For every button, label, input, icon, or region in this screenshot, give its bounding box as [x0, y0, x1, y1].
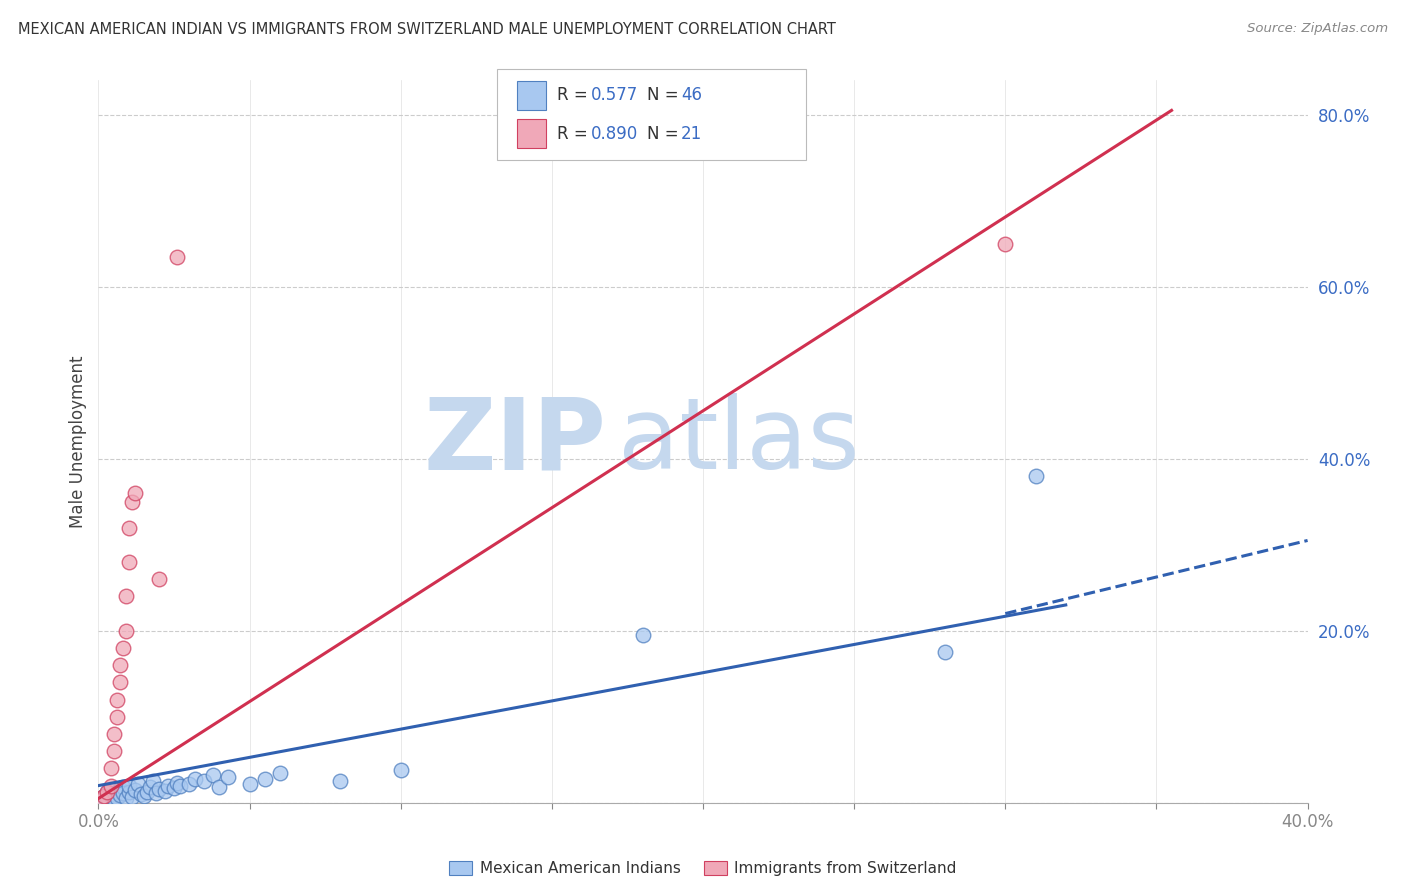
Point — [105, 710, 128, 724]
Point — [156, 779, 179, 793]
Y-axis label: Male Unemployment: Male Unemployment — [69, 355, 87, 528]
Text: 0.890: 0.890 — [591, 125, 638, 143]
Point — [103, 792, 125, 806]
Point — [239, 777, 262, 791]
Point — [118, 785, 141, 799]
Point — [121, 789, 143, 804]
Point — [217, 770, 239, 784]
Point — [124, 486, 146, 500]
Point — [631, 628, 654, 642]
Point — [1024, 469, 1046, 483]
Point — [166, 250, 188, 264]
Point — [111, 780, 134, 795]
Point — [253, 772, 276, 786]
Point — [163, 781, 186, 796]
Point — [96, 785, 118, 799]
Point — [118, 555, 141, 569]
Point — [934, 645, 956, 659]
Point — [124, 783, 146, 797]
Point — [389, 763, 412, 777]
Text: N =: N = — [647, 87, 685, 104]
Text: atlas: atlas — [619, 393, 860, 490]
Text: N =: N = — [647, 125, 685, 143]
Point — [90, 791, 112, 805]
Point — [329, 774, 352, 789]
Point — [127, 777, 149, 791]
Point — [121, 494, 143, 508]
Legend: Mexican American Indians, Immigrants from Switzerland: Mexican American Indians, Immigrants fro… — [443, 855, 963, 882]
Point — [118, 520, 141, 534]
Text: MEXICAN AMERICAN INDIAN VS IMMIGRANTS FROM SWITZERLAND MALE UNEMPLOYMENT CORRELA: MEXICAN AMERICAN INDIAN VS IMMIGRANTS FR… — [18, 22, 837, 37]
Point — [111, 640, 134, 655]
Point — [100, 779, 122, 793]
Point — [114, 791, 136, 805]
Point — [105, 784, 128, 798]
Point — [93, 789, 115, 803]
Point — [132, 789, 155, 803]
Point — [184, 772, 207, 786]
Point — [202, 768, 225, 782]
Point — [114, 590, 136, 604]
Point — [111, 786, 134, 800]
Text: ZIP: ZIP — [423, 393, 606, 490]
Point — [153, 784, 176, 798]
Point — [179, 777, 201, 791]
Point — [90, 791, 112, 805]
FancyBboxPatch shape — [517, 120, 546, 148]
Point — [108, 675, 131, 690]
Point — [100, 761, 122, 775]
Point — [105, 692, 128, 706]
Point — [108, 788, 131, 802]
Text: 0.577: 0.577 — [591, 87, 638, 104]
Point — [142, 774, 165, 789]
Point — [108, 658, 131, 673]
Point — [100, 783, 122, 797]
Point — [994, 236, 1017, 251]
Point — [100, 789, 122, 803]
Point — [103, 787, 125, 801]
Point — [193, 774, 215, 789]
Point — [105, 790, 128, 805]
FancyBboxPatch shape — [517, 81, 546, 110]
Point — [103, 727, 125, 741]
Point — [148, 572, 170, 586]
Point — [114, 624, 136, 638]
FancyBboxPatch shape — [498, 70, 806, 160]
Point — [139, 780, 162, 795]
Point — [169, 780, 191, 794]
Text: 46: 46 — [682, 87, 702, 104]
Point — [93, 789, 115, 803]
Point — [135, 784, 157, 798]
Point — [145, 786, 167, 800]
Point — [118, 779, 141, 793]
Text: 21: 21 — [682, 125, 703, 143]
Point — [166, 776, 188, 790]
Point — [96, 785, 118, 799]
Text: R =: R = — [557, 125, 593, 143]
Point — [96, 791, 118, 805]
Text: R =: R = — [557, 87, 593, 104]
Point — [129, 787, 152, 801]
Point — [269, 765, 291, 780]
Point — [148, 782, 170, 797]
Point — [208, 780, 231, 795]
Point — [108, 782, 131, 797]
Text: Source: ZipAtlas.com: Source: ZipAtlas.com — [1247, 22, 1388, 36]
Point — [103, 744, 125, 758]
